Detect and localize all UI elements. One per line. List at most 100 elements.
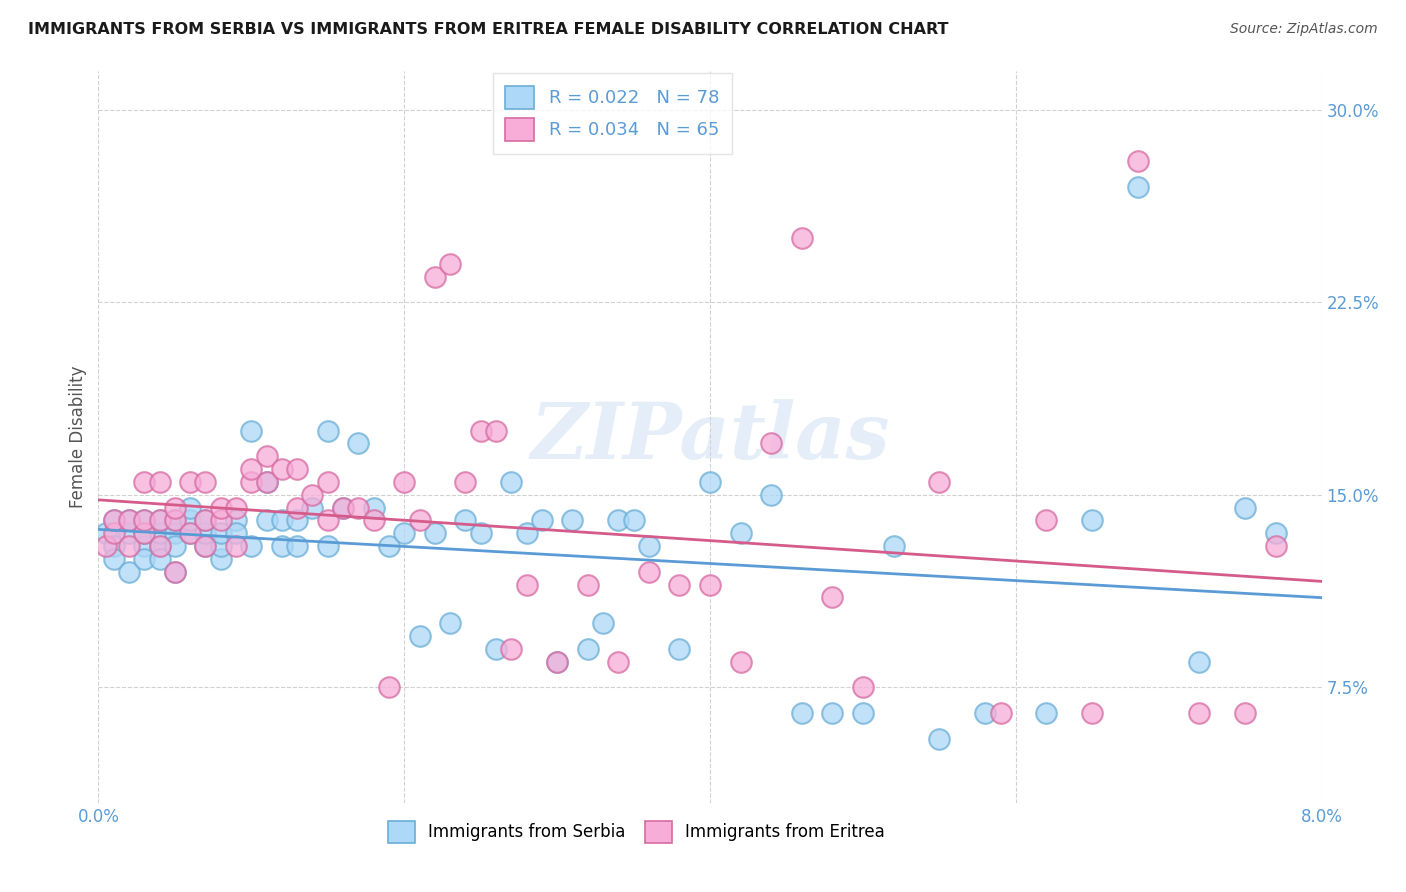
Point: [134, 539, 156, 553]
Point: [118, 565, 141, 579]
Point: [240, 475, 263, 489]
Point: [852, 681, 875, 695]
Point: [163, 514, 186, 528]
Point: [730, 655, 752, 669]
Point: [194, 539, 217, 553]
Point: [347, 500, 370, 515]
Point: [576, 577, 599, 591]
Point: [759, 436, 782, 450]
Point: [516, 526, 538, 541]
Point: [179, 526, 201, 541]
Point: [546, 655, 568, 669]
Point: [668, 641, 690, 656]
Point: [363, 500, 385, 515]
Point: [240, 539, 263, 553]
Point: [301, 488, 323, 502]
Point: [94, 539, 117, 553]
Point: [530, 514, 553, 528]
Point: [285, 500, 308, 515]
Point: [285, 462, 308, 476]
Point: [928, 731, 950, 746]
Point: [821, 706, 844, 720]
Point: [1234, 706, 1257, 720]
Point: [194, 526, 217, 541]
Point: [637, 539, 661, 553]
Y-axis label: Female Disability: Female Disability: [69, 366, 87, 508]
Point: [316, 475, 339, 489]
Point: [149, 514, 172, 528]
Point: [134, 526, 156, 541]
Point: [821, 591, 844, 605]
Point: [270, 539, 294, 553]
Point: [179, 526, 201, 541]
Point: [607, 655, 630, 669]
Point: [179, 500, 201, 515]
Point: [118, 539, 141, 553]
Point: [485, 424, 508, 438]
Point: [392, 526, 416, 541]
Point: [730, 526, 752, 541]
Text: IMMIGRANTS FROM SERBIA VS IMMIGRANTS FROM ERITREA FEMALE DISABILITY CORRELATION : IMMIGRANTS FROM SERBIA VS IMMIGRANTS FRO…: [28, 22, 949, 37]
Point: [592, 616, 614, 631]
Point: [134, 514, 156, 528]
Point: [561, 514, 583, 528]
Point: [699, 577, 721, 591]
Point: [974, 706, 997, 720]
Point: [209, 539, 232, 553]
Point: [270, 514, 294, 528]
Point: [285, 514, 308, 528]
Point: [423, 526, 446, 541]
Point: [179, 475, 201, 489]
Point: [256, 450, 278, 464]
Point: [103, 539, 125, 553]
Point: [699, 475, 721, 489]
Point: [134, 475, 156, 489]
Point: [1234, 500, 1257, 515]
Point: [347, 436, 370, 450]
Point: [149, 514, 172, 528]
Point: [149, 526, 172, 541]
Point: [194, 475, 217, 489]
Point: [270, 462, 294, 476]
Point: [225, 514, 247, 528]
Point: [225, 539, 247, 553]
Point: [392, 475, 416, 489]
Point: [209, 552, 232, 566]
Point: [454, 475, 477, 489]
Point: [134, 514, 156, 528]
Point: [852, 706, 875, 720]
Point: [501, 475, 523, 489]
Text: Source: ZipAtlas.com: Source: ZipAtlas.com: [1230, 22, 1378, 37]
Point: [209, 514, 232, 528]
Point: [256, 475, 278, 489]
Point: [759, 488, 782, 502]
Point: [470, 526, 492, 541]
Point: [408, 514, 430, 528]
Point: [209, 526, 232, 541]
Point: [790, 231, 813, 245]
Point: [623, 514, 645, 528]
Point: [285, 539, 308, 553]
Point: [256, 475, 278, 489]
Point: [134, 552, 156, 566]
Point: [454, 514, 477, 528]
Point: [163, 565, 186, 579]
Point: [1188, 706, 1211, 720]
Point: [194, 514, 217, 528]
Point: [94, 526, 117, 541]
Point: [194, 514, 217, 528]
Point: [1128, 179, 1150, 194]
Point: [316, 424, 339, 438]
Point: [668, 577, 690, 591]
Point: [179, 514, 201, 528]
Point: [118, 526, 141, 541]
Point: [378, 681, 401, 695]
Point: [470, 424, 492, 438]
Point: [363, 514, 385, 528]
Point: [149, 539, 172, 553]
Point: [103, 526, 125, 541]
Point: [256, 514, 278, 528]
Point: [439, 616, 461, 631]
Point: [1264, 526, 1286, 541]
Text: ZIPatlas: ZIPatlas: [530, 399, 890, 475]
